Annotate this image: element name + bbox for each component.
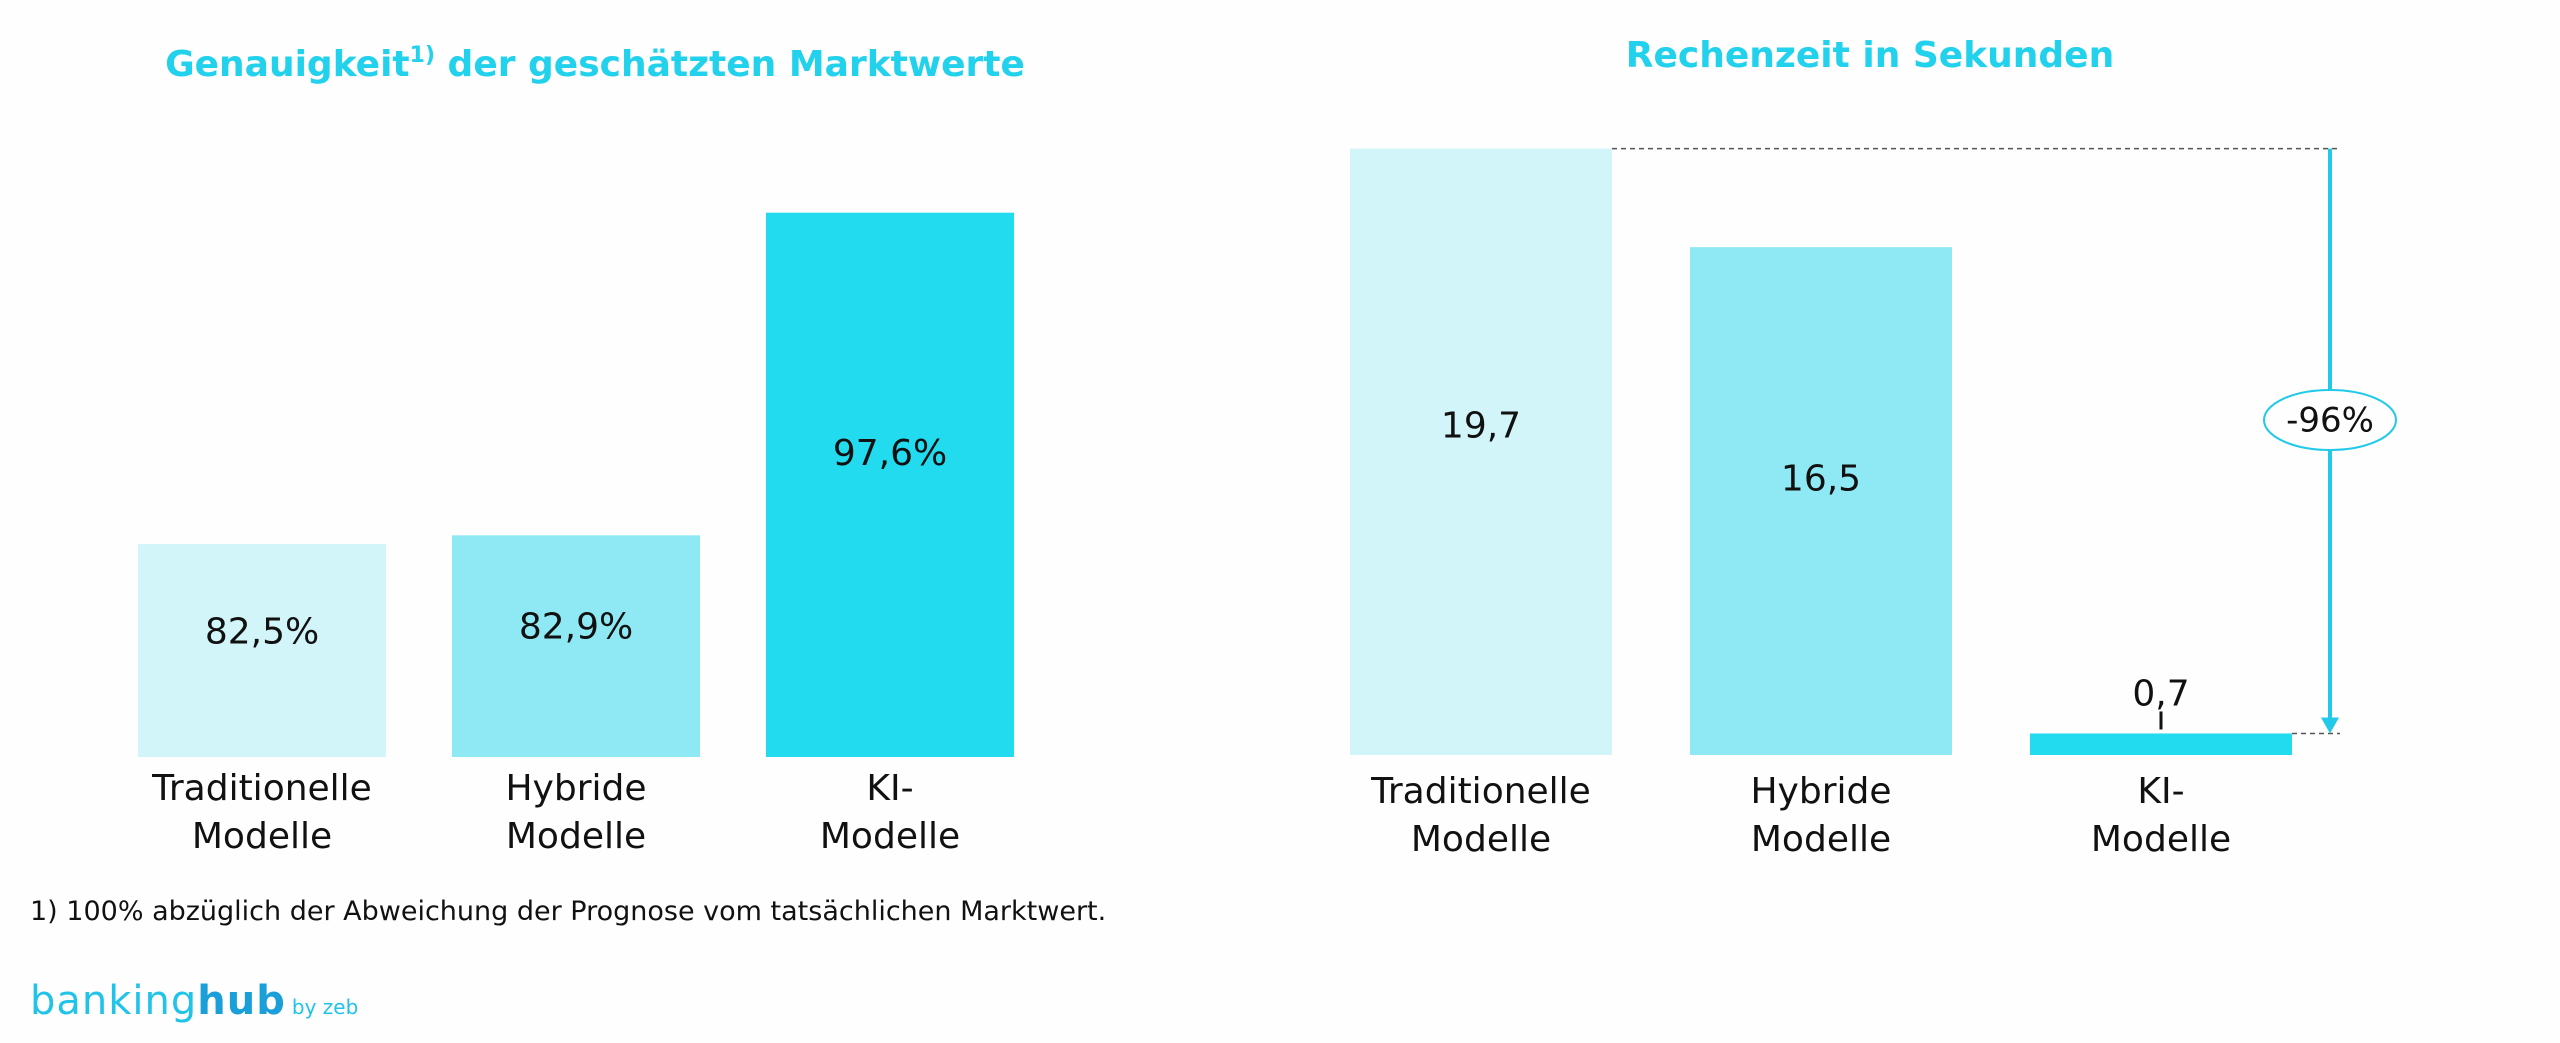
bar	[1690, 247, 1952, 755]
category-label: KI- Modelle	[819, 768, 961, 857]
arrow-head	[2321, 717, 2339, 734]
category-label: Hybride Modelle	[1750, 771, 1892, 860]
category-label: Traditionelle Modelle	[1371, 771, 1591, 860]
chart-title-accuracy: Genauigkeit1) der geschätzten Marktwerte	[165, 43, 1025, 85]
annotation-label: -96%	[2286, 401, 2374, 441]
bar	[2030, 733, 2292, 755]
bar	[452, 535, 700, 757]
bankinghub-logo: bankinghub by zeb	[30, 978, 359, 1024]
category-label: KI- Modelle	[2090, 771, 2232, 860]
data-label: 0,7	[2132, 673, 2189, 714]
category-label: Traditionelle Modelle	[152, 768, 372, 857]
footnote: 1) 100% abzüglich der Abweichung der Pro…	[30, 896, 1107, 927]
data-label: 82,9%	[519, 606, 633, 647]
data-label: 82,5%	[205, 612, 319, 653]
data-label: 16,5	[1781, 459, 1861, 500]
data-label: 97,6%	[833, 433, 947, 474]
category-label: Hybride Modelle	[505, 768, 647, 857]
bar	[138, 544, 386, 757]
data-label: 19,7	[1441, 406, 1521, 447]
bar	[766, 212, 1014, 758]
annotation-bubble	[2263, 389, 2397, 451]
chart-title-runtime: Rechenzeit in Sekunden	[1625, 35, 2115, 76]
bar	[1350, 148, 1612, 755]
